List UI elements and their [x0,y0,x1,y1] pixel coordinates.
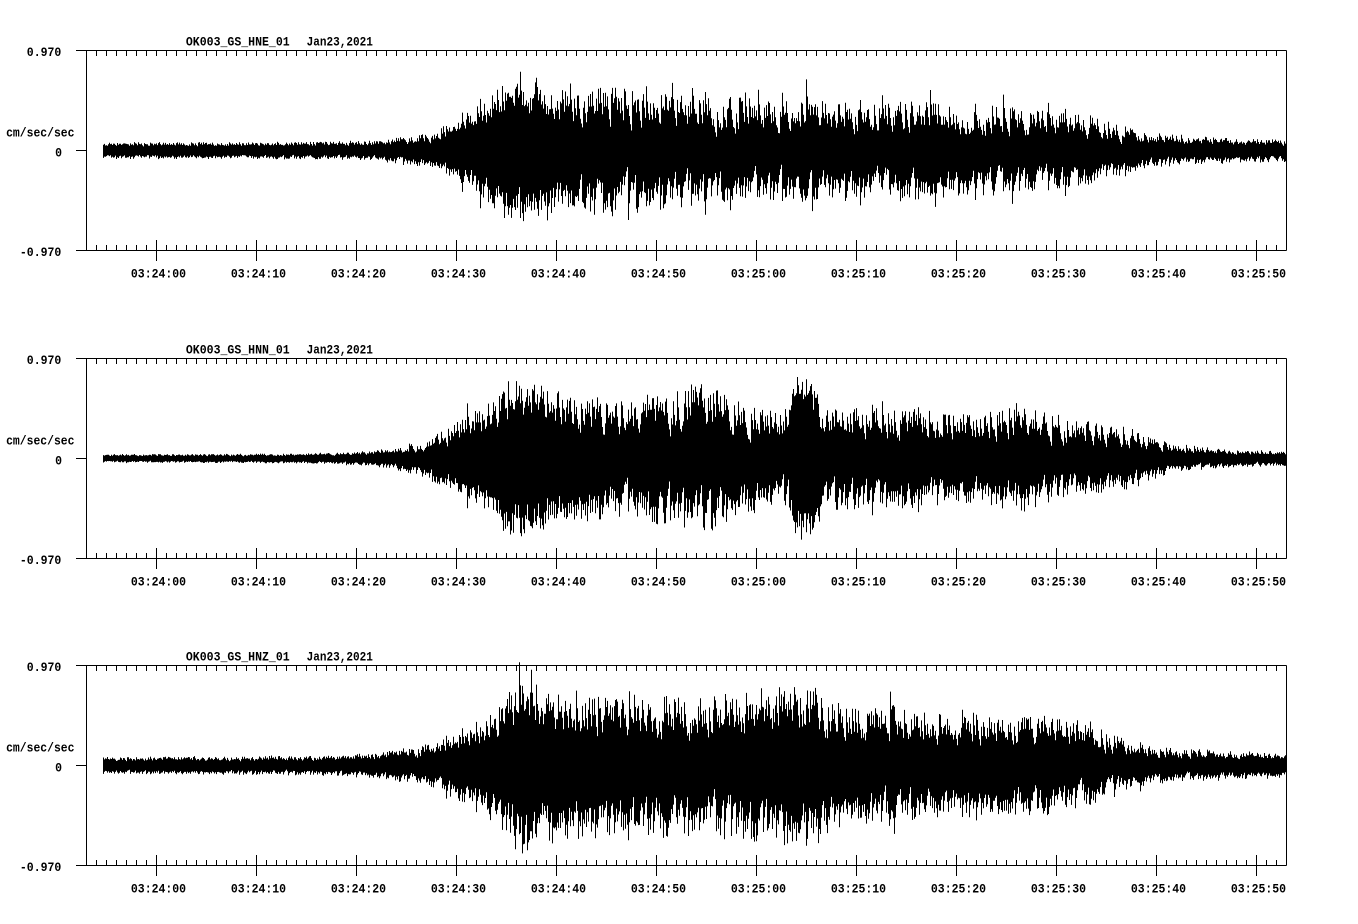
svg-text:03:24:20: 03:24:20 [331,266,386,281]
svg-text:Jan23,2021: Jan23,2021 [307,650,373,665]
svg-text:03:24:00: 03:24:00 [131,574,186,589]
svg-text:03:25:40: 03:25:40 [1131,574,1186,589]
svg-text:03:25:40: 03:25:40 [1131,881,1186,896]
svg-text:03:24:40: 03:24:40 [531,574,586,589]
svg-text:03:24:10: 03:24:10 [231,266,286,281]
svg-text:Jan23,2021: Jan23,2021 [307,35,373,50]
svg-text:03:25:20: 03:25:20 [931,266,986,281]
svg-text:03:25:40: 03:25:40 [1131,266,1186,281]
svg-text:03:24:20: 03:24:20 [331,574,386,589]
svg-text:Jan23,2021: Jan23,2021 [307,343,373,358]
svg-text:03:24:30: 03:24:30 [431,266,486,281]
svg-text:OK003_GS_HNN_01: OK003_GS_HNN_01 [186,343,290,358]
svg-text:0.970: 0.970 [27,353,62,368]
svg-text:03:24:50: 03:24:50 [631,266,686,281]
svg-text:-0.970: -0.970 [20,860,62,875]
svg-text:03:24:30: 03:24:30 [431,574,486,589]
svg-text:03:24:20: 03:24:20 [331,881,386,896]
svg-text:03:25:10: 03:25:10 [831,266,886,281]
svg-text:03:24:30: 03:24:30 [431,881,486,896]
svg-text:OK003_GS_HNE_01: OK003_GS_HNE_01 [186,35,290,50]
svg-text:03:25:30: 03:25:30 [1031,266,1086,281]
svg-text:03:24:00: 03:24:00 [131,266,186,281]
svg-text:0.970: 0.970 [27,660,62,675]
svg-text:03:25:50: 03:25:50 [1231,881,1286,896]
svg-text:03:25:30: 03:25:30 [1031,881,1086,896]
svg-text:03:24:40: 03:24:40 [531,266,586,281]
svg-text:03:24:00: 03:24:00 [131,881,186,896]
svg-text:0: 0 [55,454,62,469]
svg-text:OK003_GS_HNZ_01: OK003_GS_HNZ_01 [186,650,290,665]
svg-text:03:24:40: 03:24:40 [531,881,586,896]
svg-text:03:25:20: 03:25:20 [931,574,986,589]
svg-text:03:24:50: 03:24:50 [631,574,686,589]
svg-text:-0.970: -0.970 [20,245,62,260]
svg-text:-0.970: -0.970 [20,553,62,568]
svg-text:03:24:10: 03:24:10 [231,881,286,896]
svg-text:cm/sec/sec: cm/sec/sec [6,125,75,140]
svg-text:0: 0 [55,761,62,776]
svg-text:cm/sec/sec: cm/sec/sec [6,433,75,448]
svg-text:03:25:00: 03:25:00 [731,881,786,896]
svg-text:0.970: 0.970 [27,45,62,60]
svg-text:03:25:00: 03:25:00 [731,266,786,281]
svg-text:03:25:20: 03:25:20 [931,881,986,896]
svg-text:03:25:30: 03:25:30 [1031,574,1086,589]
svg-text:03:25:00: 03:25:00 [731,574,786,589]
svg-text:03:24:50: 03:24:50 [631,881,686,896]
svg-text:03:24:10: 03:24:10 [231,574,286,589]
svg-text:cm/sec/sec: cm/sec/sec [6,740,75,755]
svg-text:03:25:10: 03:25:10 [831,881,886,896]
svg-text:0: 0 [55,146,62,161]
svg-text:03:25:50: 03:25:50 [1231,266,1286,281]
svg-text:03:25:50: 03:25:50 [1231,574,1286,589]
svg-text:03:25:10: 03:25:10 [831,574,886,589]
